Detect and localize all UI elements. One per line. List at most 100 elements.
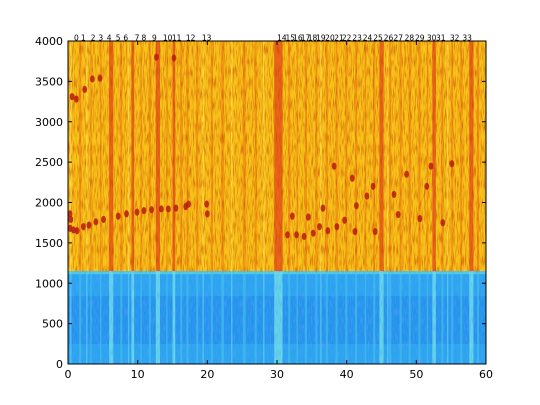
segment-label: 11	[172, 34, 182, 43]
hot-spot	[149, 206, 155, 214]
hot-spot	[82, 85, 88, 94]
segment-label: 14	[277, 34, 287, 43]
segment-label: 24	[363, 34, 373, 43]
y-tick-label: 3500	[35, 75, 63, 88]
segment-label: 9	[152, 34, 157, 43]
x-tick-label: 50	[409, 368, 423, 381]
hot-spot	[352, 227, 358, 236]
hot-spot	[93, 218, 99, 226]
hot-spot	[404, 170, 409, 178]
hot-spot	[317, 223, 322, 231]
hot-spot	[325, 227, 331, 235]
segment-label: 2	[91, 34, 96, 43]
hot-spot	[68, 215, 74, 224]
hot-spot	[134, 208, 140, 216]
hot-spot	[331, 162, 337, 170]
hot-spot	[204, 200, 210, 208]
hot-spot	[124, 210, 129, 218]
hot-spot	[349, 174, 355, 182]
hot-spot	[424, 182, 430, 190]
segment-label: 6	[123, 34, 128, 43]
hot-spot	[69, 93, 75, 101]
x-tick-label: 20	[200, 368, 214, 381]
hot-spot	[449, 160, 455, 168]
x-tick-label: 40	[340, 368, 354, 381]
x-tick-labels: 0 10 20 30 40 50 60	[65, 368, 494, 381]
segment-label: 13	[202, 34, 212, 43]
hot-spot	[320, 204, 326, 212]
hot-spot	[370, 182, 376, 190]
hot-spot	[294, 231, 299, 239]
segment-label: 16	[293, 34, 303, 43]
segment-label: 12	[186, 34, 196, 43]
hot-spot	[354, 202, 359, 210]
hot-spot	[154, 53, 159, 61]
segment-label: 5	[116, 34, 121, 43]
segment-label: 0	[74, 34, 79, 43]
axis-ticks	[67, 40, 487, 365]
hot-spot	[68, 210, 73, 218]
hot-spot	[165, 205, 171, 213]
hot-spot	[305, 213, 311, 221]
hot-spot	[301, 232, 307, 241]
segment-label: 17	[301, 34, 311, 43]
segment-label: 7	[135, 34, 140, 43]
segment-label: 26	[384, 34, 394, 43]
segment-label: 28	[405, 34, 415, 43]
hot-spot	[364, 192, 370, 200]
segment-label: 21	[334, 34, 344, 43]
hot-spot	[440, 219, 446, 227]
hot-spot	[289, 212, 295, 220]
segment-label: 10	[163, 34, 173, 43]
hot-spot	[173, 204, 179, 212]
y-tick-label: 1500	[35, 237, 63, 250]
y-tick-label: 2500	[35, 156, 63, 169]
segment-label: 27	[393, 34, 403, 43]
segment-label: 18	[308, 34, 318, 43]
hot-spot	[285, 231, 290, 239]
hot-spot	[310, 229, 316, 237]
hot-spot	[158, 205, 164, 213]
spectrogram-image	[68, 41, 486, 364]
segment-label: 31	[436, 34, 446, 43]
hot-spot	[115, 212, 121, 220]
x-tick-label: 30	[270, 368, 284, 381]
segment-label: 3	[98, 34, 103, 43]
y-tick-labels: 0 500 1000 1500 2000 2500 3000 3500 4000	[35, 35, 63, 371]
hot-spot	[334, 223, 340, 231]
segment-label: 4	[107, 34, 112, 43]
hot-spot	[74, 227, 80, 235]
hot-spot	[86, 221, 92, 229]
hot-spot	[73, 95, 79, 103]
x-tick-label: 10	[131, 368, 145, 381]
segment-label: 19	[316, 34, 326, 43]
segment-label: 20	[325, 34, 335, 43]
hot-spot	[342, 216, 347, 224]
hot-spot	[417, 215, 423, 223]
lower-band-texture	[68, 271, 486, 364]
hot-spot	[97, 74, 103, 82]
hot-spot	[80, 223, 86, 231]
hot-spot	[428, 162, 434, 170]
y-tick-label: 4000	[35, 35, 63, 48]
y-tick-label: 2000	[35, 197, 63, 210]
upper-band-texture	[68, 41, 486, 272]
hot-spot	[204, 210, 210, 218]
segment-label: 29	[415, 34, 425, 43]
hot-spot	[101, 215, 106, 224]
x-tick-label: 60	[479, 368, 493, 381]
segment-label: 8	[142, 34, 147, 43]
hot-spot	[186, 200, 191, 208]
segment-label: 15	[285, 34, 295, 43]
segment-label: 23	[352, 34, 362, 43]
y-tick-label: 0	[56, 358, 63, 371]
segment-label: 25	[373, 34, 383, 43]
y-tick-label: 3000	[35, 116, 63, 129]
hot-spot	[89, 75, 95, 83]
y-tick-label: 1000	[35, 277, 63, 290]
segment-label: 32	[450, 34, 460, 43]
segment-label: 33	[462, 34, 472, 43]
hot-spot	[372, 227, 378, 236]
